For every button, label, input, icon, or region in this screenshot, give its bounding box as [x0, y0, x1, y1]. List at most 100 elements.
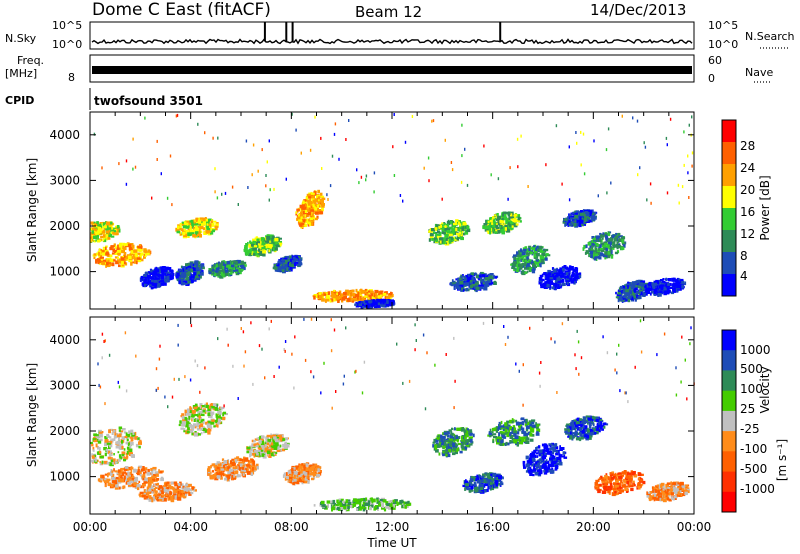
echo-cell	[226, 261, 229, 265]
echo-cell	[533, 245, 536, 249]
echo-cell	[90, 441, 93, 444]
echo-cell	[179, 490, 183, 493]
echo-cell	[223, 411, 227, 415]
echo-cell	[654, 288, 658, 292]
echo-cell	[542, 257, 546, 261]
echo-cell	[158, 470, 163, 474]
echo-cell	[154, 490, 158, 493]
echo-cell	[106, 442, 111, 445]
echo-cell	[658, 279, 662, 283]
echo-cell	[640, 291, 643, 296]
echo-cell	[592, 252, 596, 257]
echo-cell	[156, 139, 158, 143]
echo-cell	[215, 414, 219, 418]
echo-cell	[148, 478, 153, 482]
echo-cell	[587, 242, 592, 246]
echo-cell	[651, 282, 654, 286]
echo-cell	[529, 261, 532, 265]
echo-cell	[641, 287, 645, 290]
echo-cell	[548, 285, 552, 289]
echo-cell	[528, 267, 532, 271]
echo-cell	[377, 302, 381, 306]
echo-cell	[598, 238, 602, 243]
echo-cell	[585, 212, 590, 217]
echo-cell	[646, 198, 648, 202]
echo-cell	[216, 266, 220, 271]
echo-cell	[484, 281, 489, 284]
echo-cell	[307, 199, 310, 204]
echo-cell	[609, 237, 614, 241]
echo-cell	[275, 244, 280, 247]
nave-label: Nave	[745, 66, 773, 79]
echo-cell	[300, 213, 304, 217]
echo-cell	[503, 211, 507, 214]
echo-cell	[513, 268, 516, 272]
echo-cell	[169, 275, 174, 280]
echo-cell	[141, 275, 144, 280]
echo-cell	[268, 139, 270, 143]
echo-cell	[508, 215, 513, 219]
echo-cell	[683, 163, 685, 167]
echo-cell	[194, 414, 199, 417]
echo-cell	[167, 278, 170, 282]
echo-cell	[317, 189, 320, 194]
echo-cell	[467, 277, 470, 282]
echo-cell	[321, 203, 325, 206]
echo-cell	[146, 274, 151, 279]
echo-cell	[443, 222, 446, 227]
echo-cell	[131, 437, 134, 441]
echo-cell	[98, 252, 101, 256]
echo-cell	[632, 116, 634, 120]
echo-cell	[154, 493, 158, 497]
echo-cell	[613, 237, 618, 242]
echo-cell	[118, 486, 121, 490]
echo-cell	[112, 462, 114, 465]
echo-cell	[108, 461, 111, 466]
echo-cell	[184, 417, 188, 421]
echo-cell	[589, 210, 593, 215]
echo-cell	[489, 230, 492, 235]
echo-cell	[99, 447, 101, 451]
echo-cell	[146, 252, 150, 255]
echo-cell	[205, 218, 208, 222]
echo-cell	[123, 457, 125, 461]
echo-cell	[688, 123, 690, 127]
echo-cell	[356, 168, 358, 172]
echo-cell	[308, 219, 311, 222]
echo-cell	[436, 230, 440, 234]
echo-cell	[526, 266, 530, 270]
echo-cell	[137, 252, 141, 255]
echo-cell	[124, 456, 128, 460]
echo-cell	[527, 252, 530, 257]
echo-cell	[432, 119, 435, 123]
echo-cell	[667, 283, 671, 286]
echo-cell	[121, 261, 124, 265]
echo-cell	[91, 239, 94, 242]
echo-cell	[228, 263, 231, 267]
echo-cell	[539, 263, 542, 268]
echo-cell	[566, 222, 571, 226]
echo-cell	[353, 297, 357, 302]
echo-cell	[218, 415, 221, 418]
echo-cell	[301, 219, 306, 222]
echo-cell	[618, 238, 622, 242]
echo-cell	[373, 301, 376, 306]
echo-cell	[118, 474, 121, 478]
echo-cell	[153, 499, 156, 502]
echo-cell	[150, 279, 154, 283]
echo-cell	[527, 185, 529, 188]
echo-cell	[545, 253, 549, 256]
echo-cell	[109, 228, 114, 233]
echo-cell	[672, 282, 675, 286]
frequency-unit: [MHz]	[5, 67, 37, 80]
echo-cell	[163, 497, 167, 502]
echo-cell	[98, 478, 103, 481]
echo-cell	[265, 243, 269, 247]
echo-cell	[438, 234, 442, 239]
echo-cell	[187, 426, 190, 431]
echo-cell	[635, 291, 639, 295]
echo-cell	[684, 281, 687, 286]
echo-cell	[192, 234, 196, 238]
echo-cell	[184, 409, 187, 413]
echo-cell	[141, 483, 146, 487]
